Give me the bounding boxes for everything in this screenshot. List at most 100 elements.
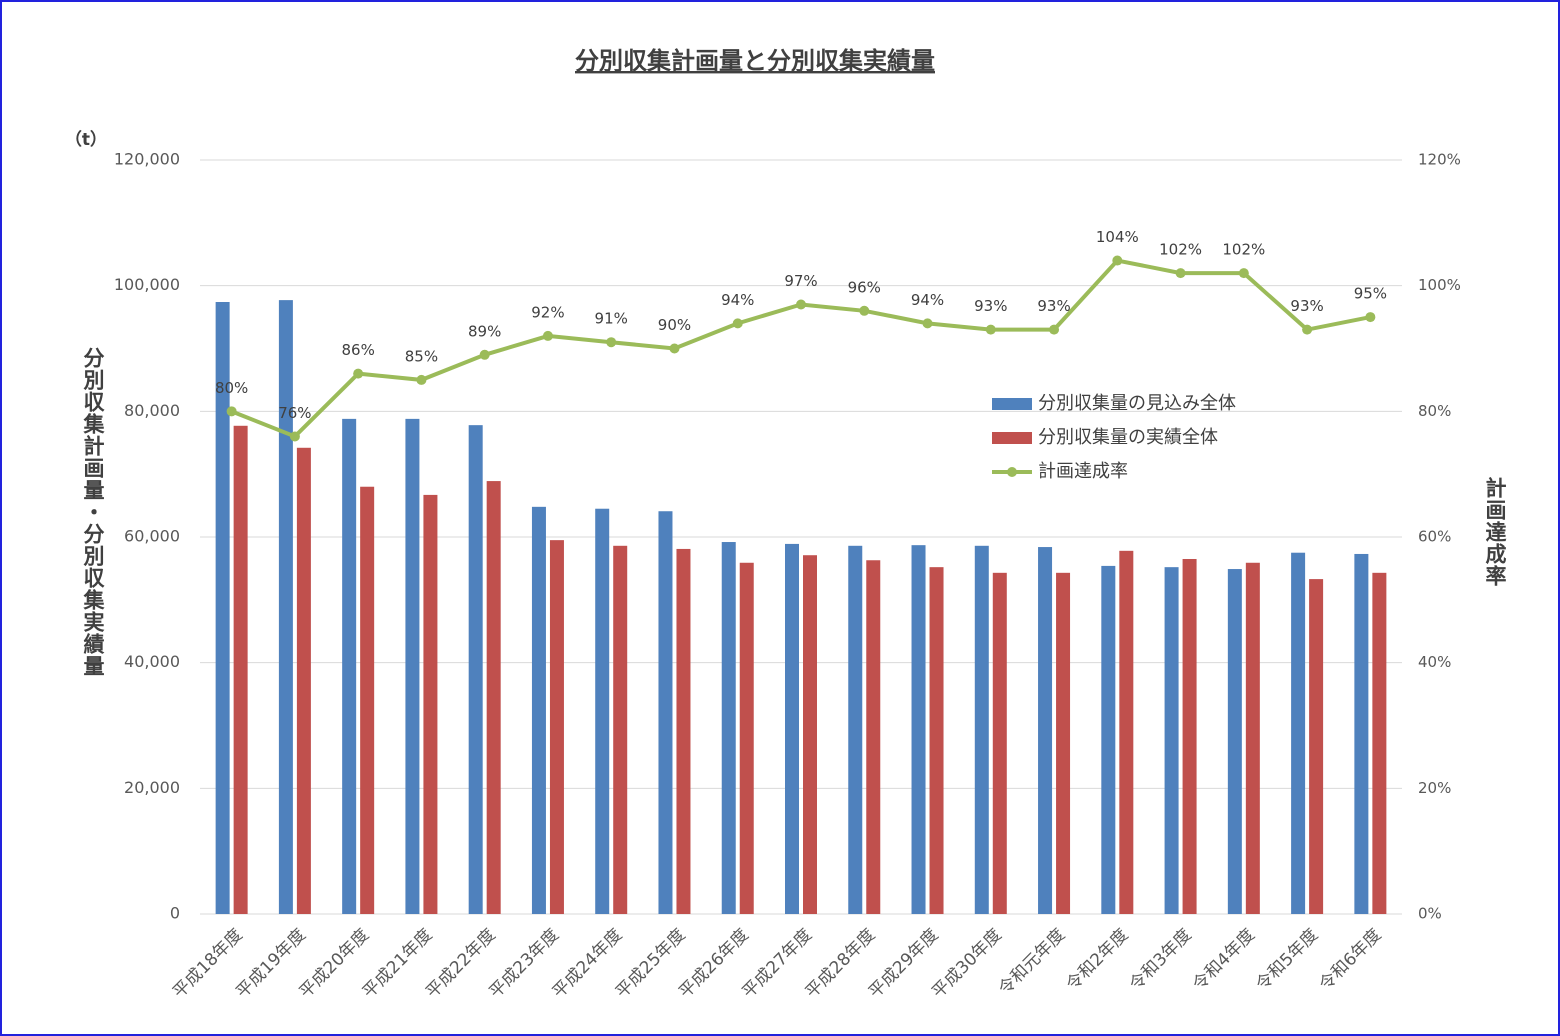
data-label: 76% xyxy=(278,404,311,422)
y-tick-label: 60,000 xyxy=(124,527,180,546)
data-label: 97% xyxy=(784,272,817,290)
line-marker xyxy=(606,337,617,348)
line-marker xyxy=(1112,255,1123,266)
bar xyxy=(992,572,1007,914)
line-marker xyxy=(1238,268,1249,279)
bar xyxy=(1245,562,1260,914)
x-tick-label: 令和元年度 xyxy=(995,925,1069,999)
data-label: 80% xyxy=(215,379,248,397)
data-label: 92% xyxy=(531,303,564,321)
data-label: 102% xyxy=(1222,241,1265,259)
bar xyxy=(531,506,546,914)
y-axis-label: 分別収集計画量・分別収集実績量 xyxy=(81,347,105,677)
data-label: 93% xyxy=(1037,297,1070,315)
unit-label: （t） xyxy=(65,129,107,150)
legend-label: 分別収集量の見込み全体 xyxy=(1038,393,1236,414)
bar xyxy=(929,567,944,914)
y-tick-label: 40,000 xyxy=(124,652,180,671)
line-marker xyxy=(226,406,237,417)
bar xyxy=(1182,558,1197,914)
legend-swatch xyxy=(992,398,1032,410)
y2-axis-label: 計画達成率 xyxy=(1483,477,1507,587)
x-tick-label: 令和2年度 xyxy=(1063,925,1133,995)
x-tick-label: 令和5年度 xyxy=(1252,925,1322,995)
data-label: 93% xyxy=(974,297,1007,315)
y2-tick-label: 120% xyxy=(1418,151,1461,169)
data-label: 89% xyxy=(468,322,501,340)
bar xyxy=(278,300,293,914)
bar xyxy=(1291,552,1306,914)
bar xyxy=(360,486,375,914)
data-label: 104% xyxy=(1096,228,1139,246)
bar xyxy=(803,555,817,914)
bar xyxy=(405,418,420,914)
line-marker xyxy=(1302,324,1313,335)
bar xyxy=(595,508,610,914)
y2-tick-label: 100% xyxy=(1418,276,1461,294)
y-tick-label: 100,000 xyxy=(114,275,180,294)
data-label: 94% xyxy=(721,291,754,309)
legend-label: 分別収集量の実績全体 xyxy=(1038,427,1218,448)
line-marker xyxy=(416,374,427,385)
x-tick-label: 令和6年度 xyxy=(1316,925,1386,995)
bar xyxy=(1309,579,1324,914)
line-marker xyxy=(985,324,996,335)
line-marker xyxy=(353,368,364,379)
y2-tick-label: 60% xyxy=(1418,528,1451,546)
y-tick-label: 120,000 xyxy=(114,150,180,169)
data-label: 86% xyxy=(341,341,374,359)
bar xyxy=(613,545,628,914)
line-marker xyxy=(1175,268,1186,279)
bar xyxy=(549,540,564,914)
line-marker xyxy=(542,330,553,341)
line-marker xyxy=(732,318,743,329)
data-label: 94% xyxy=(911,291,944,309)
bar xyxy=(215,302,230,915)
y-tick-label: 0 xyxy=(170,904,180,923)
y2-tick-label: 20% xyxy=(1418,779,1451,797)
legend-swatch xyxy=(992,432,1032,444)
data-label: 102% xyxy=(1159,241,1202,259)
bar xyxy=(658,511,673,914)
bar xyxy=(486,481,501,914)
line-marker xyxy=(669,343,680,354)
bar xyxy=(848,545,863,914)
y-tick-label: 20,000 xyxy=(124,778,180,797)
bar xyxy=(1101,565,1116,914)
legend-swatch xyxy=(1007,467,1017,477)
data-label: 91% xyxy=(595,310,628,328)
bar xyxy=(1119,550,1134,914)
y2-tick-label: 40% xyxy=(1418,653,1451,671)
x-tick-label: 令和3年度 xyxy=(1126,925,1196,995)
bar xyxy=(911,545,926,914)
data-label: 90% xyxy=(658,316,691,334)
line-marker xyxy=(859,305,870,316)
bar xyxy=(342,418,357,914)
data-label: 85% xyxy=(405,347,438,365)
data-label: 96% xyxy=(848,278,881,296)
y2-tick-label: 80% xyxy=(1418,402,1451,420)
chart-title: 分別収集計画量と分別収集実績量 xyxy=(575,47,935,75)
bar xyxy=(785,543,799,914)
bar xyxy=(1372,572,1387,914)
legend-label: 計画達成率 xyxy=(1038,461,1128,482)
line-marker xyxy=(1365,312,1376,323)
bar xyxy=(1227,569,1242,914)
bar xyxy=(974,545,989,914)
bar xyxy=(1164,567,1179,914)
x-tick-label: 令和4年度 xyxy=(1189,925,1259,995)
bar xyxy=(296,447,311,914)
data-label: 95% xyxy=(1354,285,1387,303)
bar xyxy=(1056,572,1071,914)
bar xyxy=(676,548,691,914)
bar xyxy=(423,494,438,914)
bar xyxy=(721,542,736,914)
y-tick-label: 80,000 xyxy=(124,401,180,420)
bar xyxy=(866,560,881,914)
bar xyxy=(233,425,248,914)
line-marker xyxy=(922,318,933,329)
line-marker xyxy=(796,299,806,310)
line-marker xyxy=(479,349,490,360)
